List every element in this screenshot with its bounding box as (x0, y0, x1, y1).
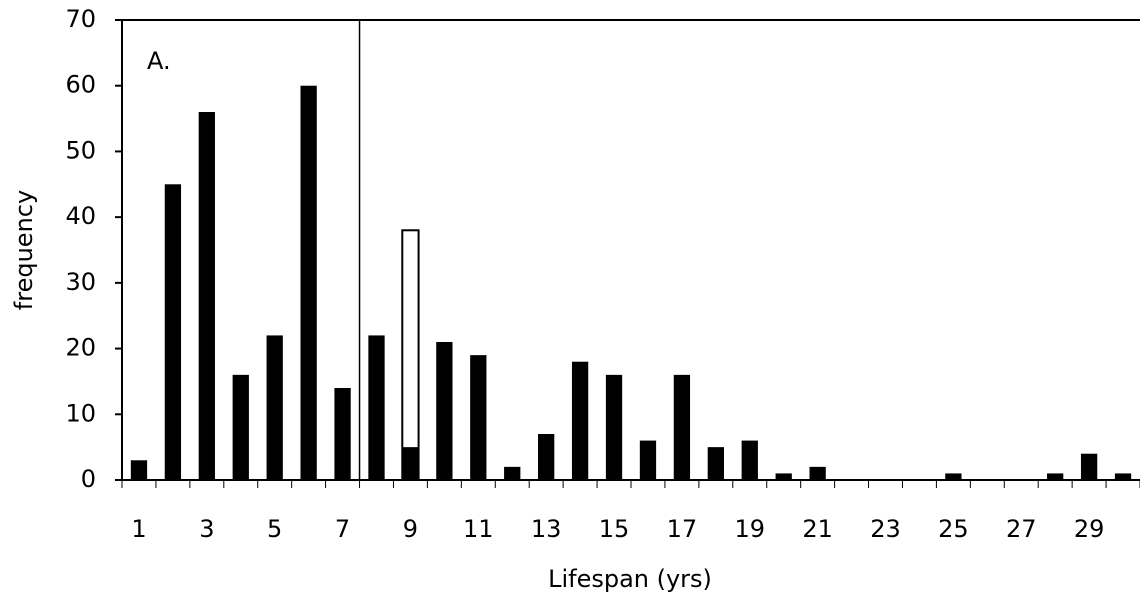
x-tick-label: 3 (199, 515, 214, 543)
bar (198, 112, 215, 480)
bar (538, 434, 555, 480)
bar (504, 466, 521, 480)
y-tick-label: 20 (65, 334, 96, 362)
bar (639, 440, 657, 480)
annotation: A. (147, 47, 171, 75)
y-tick-label: 10 (65, 399, 96, 427)
x-tick-label: 23 (870, 515, 901, 543)
bar (436, 342, 453, 480)
y-tick-label: 30 (65, 268, 96, 296)
x-tick-label: 27 (1006, 515, 1037, 543)
bar (809, 466, 826, 480)
bar (164, 184, 182, 481)
bar (1114, 473, 1132, 480)
x-tick-label: 15 (599, 515, 630, 543)
y-tick-label: 70 (65, 5, 96, 33)
x-tick-label: 7 (335, 515, 350, 543)
x-tick-label: 1 (131, 515, 146, 543)
bar (368, 335, 385, 480)
x-tick-label: 17 (667, 515, 698, 543)
bar (1047, 473, 1064, 480)
bar (232, 374, 249, 480)
bar (266, 335, 283, 480)
bar (402, 447, 419, 480)
bar (605, 374, 623, 480)
bar (470, 355, 487, 480)
bar (741, 440, 758, 480)
bar (130, 460, 148, 480)
bar (401, 229, 420, 481)
x-tick-label: 19 (734, 515, 765, 543)
y-tick-label: 50 (65, 136, 96, 164)
x-tick-label: 5 (267, 515, 282, 543)
bar (334, 388, 351, 480)
bar (775, 473, 792, 480)
x-tick-label: 13 (531, 515, 562, 543)
bar (707, 447, 724, 480)
bar (673, 374, 691, 480)
x-tick-label: 21 (802, 515, 833, 543)
y-tick-label: 0 (81, 465, 96, 493)
x-tick-label: 9 (403, 515, 418, 543)
bar (571, 361, 589, 480)
x-tick-label: 11 (463, 515, 494, 543)
bar (1080, 453, 1098, 480)
x-axis-label: Lifespan (yrs) (548, 565, 712, 593)
y-tick-label: 60 (65, 71, 96, 99)
x-tick-label: 25 (938, 515, 969, 543)
bar (300, 85, 317, 480)
y-axis-label: frequency (10, 190, 38, 310)
x-tick-label: 29 (1074, 515, 1105, 543)
bar (945, 473, 962, 480)
y-tick-label: 40 (65, 202, 96, 230)
